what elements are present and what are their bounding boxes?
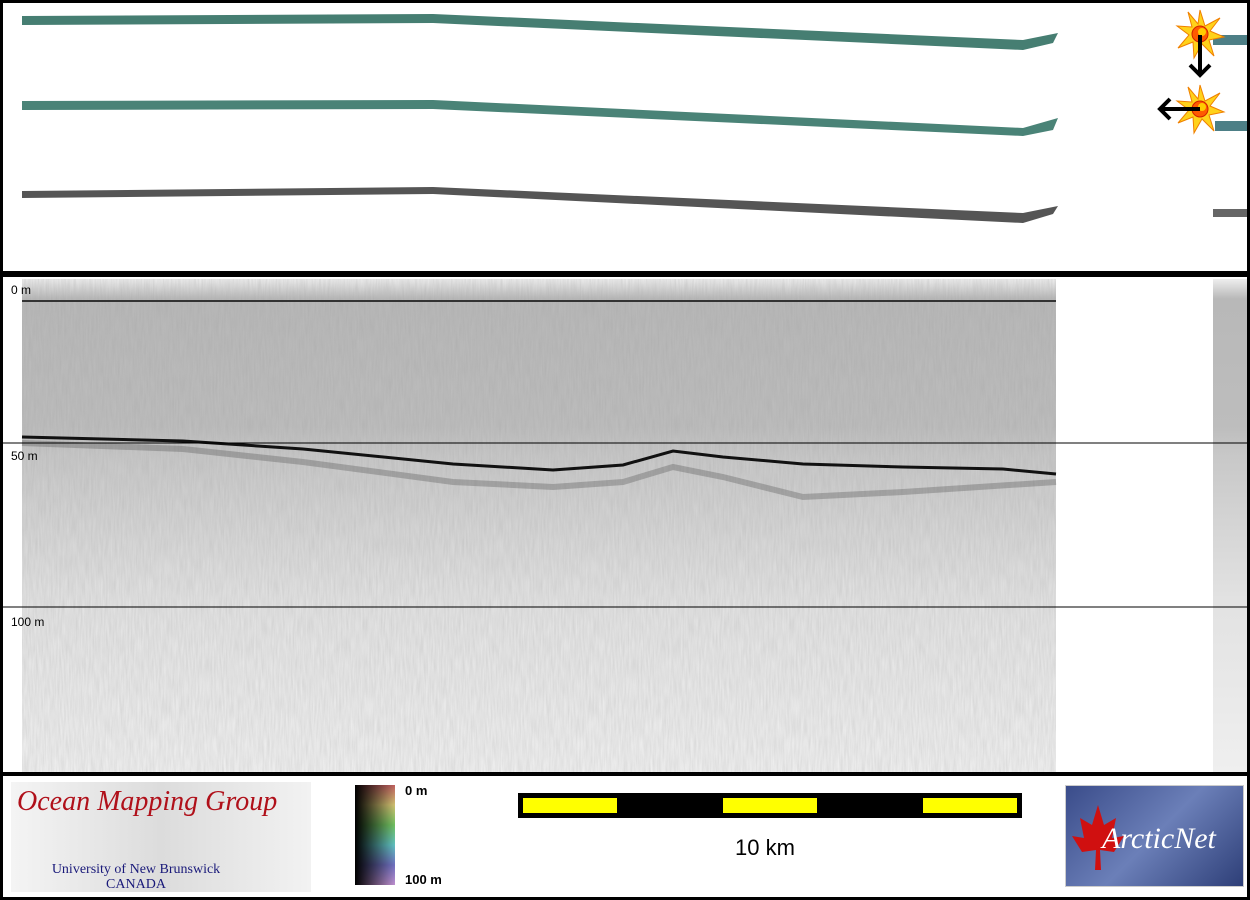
omg-logo-subtitle: University of New Brunswick (51, 862, 221, 877)
subbottom-profile-panel: 0 m 50 m 100 m (3, 277, 1247, 772)
track-swath-3-continuation (1213, 209, 1247, 217)
arrow-down-icon (1188, 35, 1212, 78)
depth-label-0: 0 m (11, 283, 32, 297)
legend-panel: Ocean Mapping Group University of New Br… (3, 776, 1247, 897)
omg-logo-title: Ocean Mapping Group (17, 786, 278, 817)
depth-label-100: 100 m (11, 615, 45, 629)
track-swath-1 (22, 14, 1058, 50)
arrow-left-icon (1157, 97, 1200, 121)
ocean-mapping-group-logo: Ocean Mapping Group University of New Br… (11, 782, 311, 892)
colorbar-bottom-label: 100 m (405, 872, 442, 887)
track-swath-3 (22, 187, 1058, 223)
sun-marker-icon (1175, 9, 1226, 60)
colorbar-top-label: 0 m (405, 783, 428, 798)
track-map (22, 9, 1247, 223)
depth-label-50: 50 m (11, 449, 38, 463)
scale-bar-label: 10 km (735, 835, 795, 860)
maple-leaf-icon (1072, 805, 1124, 870)
arcticnet-logo: ArcticNet (1065, 785, 1244, 887)
profile-image-continuation (1213, 279, 1247, 772)
scale-bar (518, 793, 1022, 818)
subbottom-profile (3, 279, 1247, 772)
omg-logo-country: CANADA (106, 877, 166, 892)
seafloor-reflector (21, 435, 1057, 476)
track-swath-2-continuation (1215, 121, 1247, 131)
depth-colorbar (355, 785, 395, 885)
track-swath-2 (22, 100, 1058, 136)
track-swath-1-continuation (1213, 35, 1247, 45)
arcticnet-logo-text: ArcticNet (1102, 822, 1216, 855)
track-map-panel (3, 3, 1247, 271)
